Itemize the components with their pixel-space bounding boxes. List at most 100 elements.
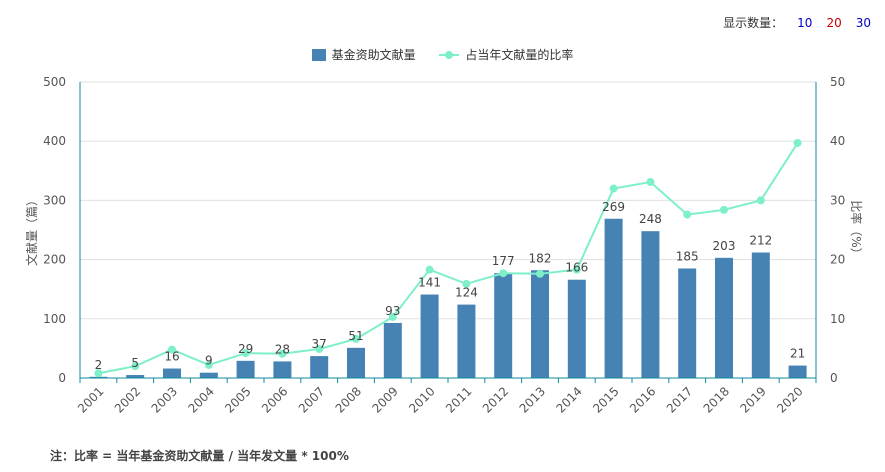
line-series (94, 138, 802, 378)
bar-value-label: 185 (676, 249, 699, 263)
bar-value-label: 9 (205, 354, 213, 368)
ratio-point (168, 345, 176, 354)
ratio-point (572, 265, 581, 274)
grid-lines (80, 81, 816, 320)
ratio-point (646, 178, 655, 187)
ratio-point (352, 334, 360, 343)
bar-value-label: 5 (131, 356, 139, 370)
bar-value-label: 141 (418, 276, 441, 290)
bar (273, 361, 292, 378)
ratio-point (94, 369, 103, 378)
display-count-option-10[interactable]: 10 (797, 16, 813, 30)
ratio-point (499, 269, 508, 278)
combo-chart: 0 100 200 300 400 500 0 10 20 30 40 50 文献量（篇） 比率（%） 20… (24, 75, 864, 416)
x-tick-label: 2004 (185, 384, 216, 415)
bar (531, 270, 549, 378)
y-tick-label-left: 300 (43, 193, 66, 207)
x-tick-label: 2018 (701, 384, 732, 415)
bar (567, 279, 586, 378)
legend-item-line-series[interactable]: 占当年文献量的比率 (439, 46, 573, 63)
y-tick-label-left: 100 (43, 312, 66, 326)
legend-bar-label: 基金资助文献量 (331, 48, 416, 62)
legend-item-bar-series[interactable]: 基金资助文献量 (311, 46, 416, 63)
bar-value-label: 269 (602, 200, 625, 214)
y-tick-label-right: 30 (830, 193, 845, 207)
x-tick-label: 2011 (443, 384, 474, 415)
bar (751, 252, 770, 378)
x-tick-label: 2008 (333, 384, 364, 415)
bar (126, 375, 145, 378)
ratio-point (204, 360, 213, 369)
bar-value-label: 93 (385, 304, 400, 318)
ratio-line (98, 142, 799, 375)
x-tick-label: 2007 (296, 384, 327, 415)
display-count-label: 显示数量： (723, 16, 784, 30)
bar-value-label: 29 (238, 342, 253, 356)
ratio-point (462, 279, 471, 288)
bar-value-label: 2 (95, 358, 103, 372)
display-count-control: 显示数量： 10 20 30 (723, 14, 871, 31)
x-tick-label: 2017 (664, 384, 695, 415)
bar-value-label: 51 (348, 329, 363, 343)
display-count-option-20[interactable]: 20 (826, 16, 842, 30)
x-tick-label: 2013 (517, 384, 548, 415)
bar (788, 365, 807, 378)
y-tick-label-left: 400 (43, 134, 66, 148)
x-tick-label: 2002 (112, 384, 143, 415)
x-tick-label: 2012 (480, 384, 511, 415)
ratio-point (315, 344, 324, 353)
ratio-point (609, 184, 618, 193)
bar (494, 273, 513, 378)
bar (457, 304, 476, 378)
x-tick-label: 2005 (222, 384, 253, 415)
ratio-point (278, 349, 287, 358)
y-tick-label-right: 20 (830, 253, 845, 267)
bar (163, 368, 181, 378)
chart-legend: 基金资助文献量 占当年文献量的比率 (0, 46, 885, 64)
legend-bar-swatch (311, 48, 326, 61)
bar-value-label: 166 (565, 261, 588, 275)
ratio-point (241, 349, 250, 358)
x-tick-label: 2003 (149, 384, 180, 415)
bar-value-label: 16 (164, 350, 179, 364)
y-axis-title-left: 文献量（篇） (24, 194, 39, 266)
y-tick-label-right: 50 (830, 75, 845, 89)
bar (383, 322, 402, 378)
bar-value-label: 182 (529, 251, 552, 265)
y-tick-label-left: 200 (43, 253, 66, 267)
bar-value-label: 248 (639, 212, 662, 226)
bar (604, 218, 623, 378)
footnote: 注：比率 = 当年基金资助文献量 / 当年发文量 * 100% (50, 449, 349, 463)
x-tick-label: 2009 (369, 384, 400, 415)
x-tick-label: 2001 (75, 384, 106, 415)
bar-series (89, 218, 807, 378)
x-tick-label: 2010 (406, 384, 437, 415)
x-tick-label: 2006 (259, 384, 290, 415)
ratio-point (388, 313, 397, 322)
bar (310, 356, 329, 378)
bar (420, 294, 439, 378)
y-tick-label-right: 10 (830, 312, 845, 326)
bar (89, 376, 108, 378)
bar-value-label: 21 (790, 347, 805, 361)
ratio-point (683, 210, 692, 219)
y-axis-title-right: 比率（%） (849, 200, 864, 259)
bar-value-label: 203 (713, 239, 736, 253)
ratio-point (756, 196, 765, 205)
display-count-option-30[interactable]: 30 (855, 16, 871, 30)
bar-value-label: 37 (312, 337, 327, 351)
y-tick-label-right: 0 (830, 371, 838, 385)
x-tick-label: 2015 (590, 384, 621, 415)
x-tick-label: 2020 (774, 384, 805, 415)
ratio-point (793, 138, 802, 147)
ratio-point (131, 362, 140, 371)
bar-value-label: 212 (749, 233, 772, 247)
y-tick-label-left: 0 (58, 371, 66, 385)
bar (347, 347, 365, 378)
ratio-point (720, 205, 728, 214)
legend-line-label: 占当年文献量的比率 (465, 48, 574, 62)
bar (641, 231, 660, 378)
bar-value-label: 177 (492, 254, 515, 268)
axes: 0 100 200 300 400 500 0 10 20 30 40 50 文献量（篇） 比率（%） 20… (24, 75, 864, 416)
ratio-point (425, 265, 434, 274)
